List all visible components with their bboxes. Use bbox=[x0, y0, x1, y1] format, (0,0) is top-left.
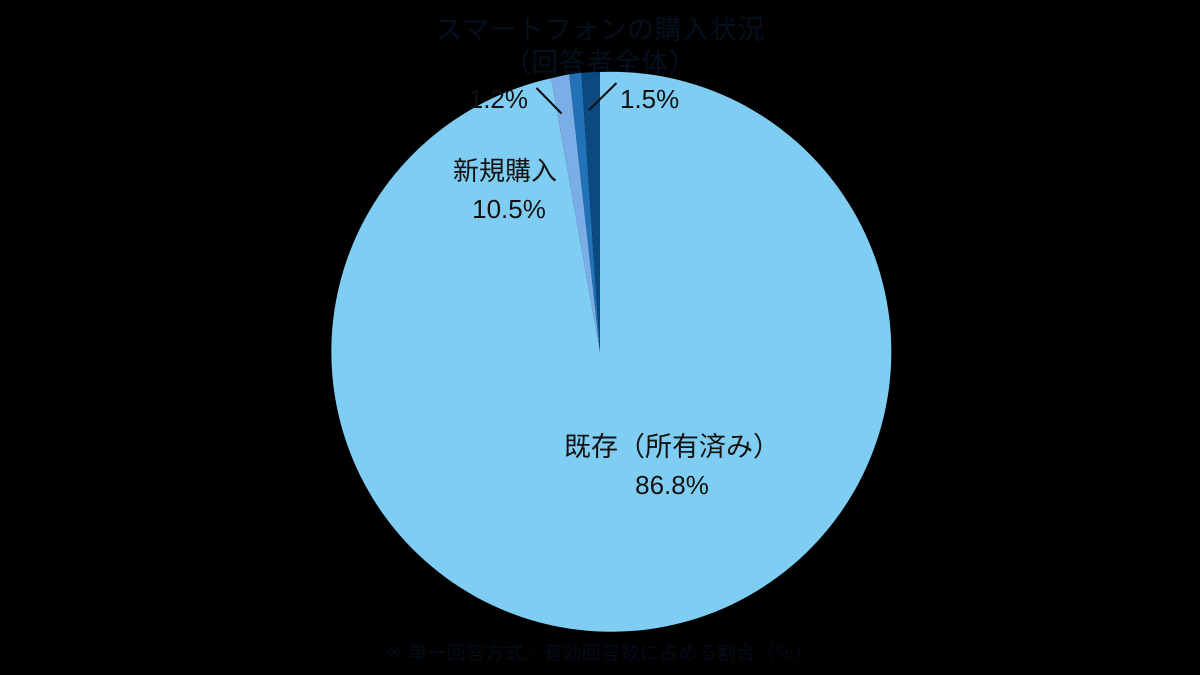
pie-label-existing-value: 86.8% bbox=[635, 470, 709, 500]
pie-label-replacement-value: 1.2% bbox=[469, 84, 528, 114]
pie-label-existing-name: 既存（所有済み） bbox=[564, 432, 780, 462]
pie-slice-existing[interactable] bbox=[331, 71, 892, 632]
leader-line-replacement bbox=[535, 87, 563, 115]
pie-label-new-purchase-name: 新規購入 bbox=[453, 156, 557, 186]
chart-caption: ※ 単一回答方式／有効回答数に占める割合（％） bbox=[386, 643, 814, 664]
pie-slice-no-plan[interactable] bbox=[581, 72, 600, 352]
pie-slice-new-purchase[interactable] bbox=[551, 74, 600, 352]
pie-slice-replacement[interactable] bbox=[569, 72, 600, 352]
chart-title: スマートフォンの購入状況 （回答者全体） bbox=[435, 15, 765, 78]
pie-label-new-purchase-value: 10.5% bbox=[472, 194, 546, 224]
pie-label-no-plan-value: 1.5% bbox=[620, 84, 679, 114]
leader-line-no-plan bbox=[588, 82, 618, 111]
